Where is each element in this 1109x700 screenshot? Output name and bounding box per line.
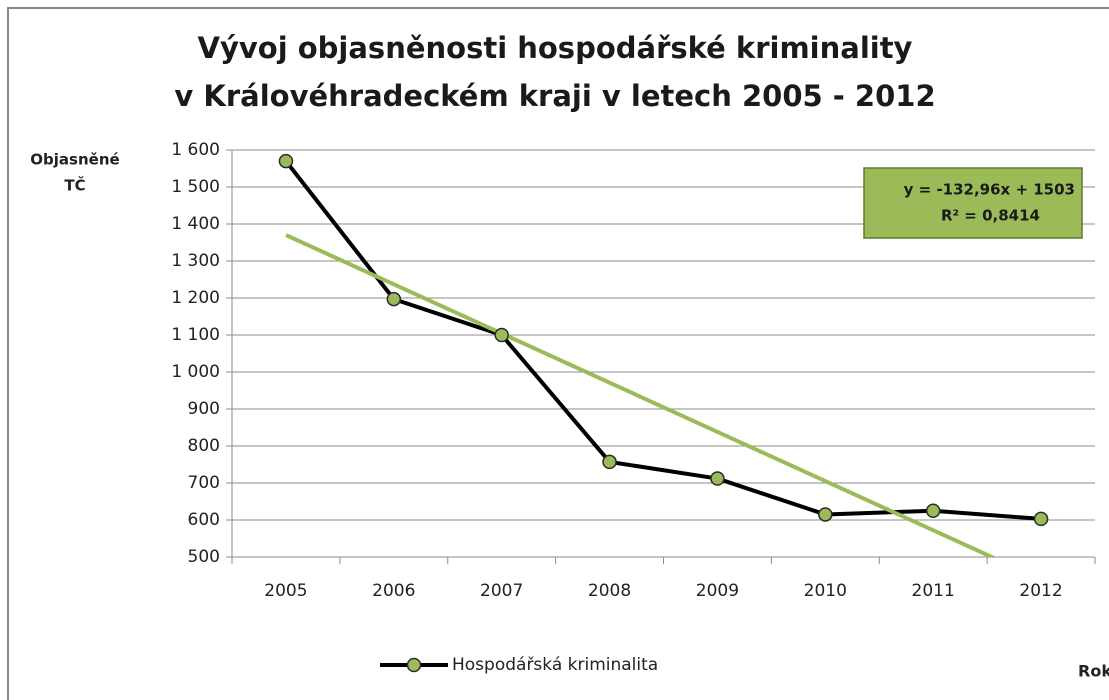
x-tick-label: 2012	[1019, 581, 1062, 601]
y-axis-label: TČ	[64, 176, 85, 195]
x-tick-label: 2010	[804, 581, 847, 601]
y-tick-label: 1 100	[171, 325, 220, 345]
y-tick-label: 1 200	[171, 288, 220, 308]
data-point	[710, 471, 725, 486]
data-point	[925, 503, 941, 518]
data-point	[278, 153, 294, 169]
x-axis-label: Rok	[1078, 662, 1109, 681]
x-tick-label: 2007	[480, 581, 523, 601]
y-tick-label: 500	[188, 547, 220, 567]
trendline-group	[285, 233, 997, 557]
x-tick-label: 2009	[696, 581, 739, 601]
data-point	[1033, 511, 1049, 527]
y-tick-label: 1 400	[171, 214, 220, 234]
annotation: R² = 0,8414	[941, 207, 1040, 225]
x-tick-label: 2008	[588, 581, 631, 601]
y-tick-label: 700	[188, 473, 220, 493]
data-point	[818, 507, 833, 522]
y-tick-label: 1 300	[171, 251, 220, 271]
y-tick-label: 600	[188, 510, 220, 530]
x-tick-label: 2011	[912, 581, 955, 601]
y-tick-label: 1 600	[171, 140, 220, 160]
data-line	[284, 159, 1042, 521]
annotation: y = -132,96x + 1503	[904, 181, 1075, 199]
x-tick-label: 2005	[264, 581, 307, 601]
legend-label: Hospodářská kriminalita	[452, 655, 658, 675]
chart-frame	[7, 7, 1109, 700]
y-tick-label: 900	[188, 399, 220, 419]
chart-title: Vývoj objasněnosti hospodářské kriminali…	[198, 31, 913, 65]
chart-title: v Královéhradeckém kraji v letech 2005 -…	[174, 79, 935, 113]
data-point	[494, 327, 509, 343]
x-tick-label: 2006	[372, 581, 415, 601]
legend-marker	[406, 657, 422, 673]
data-point	[386, 291, 402, 307]
y-tick-label: 1 500	[171, 177, 220, 197]
y-tick-label: 1 000	[171, 362, 220, 382]
annotation-box	[863, 167, 1083, 239]
y-tick-label: 800	[188, 436, 220, 456]
y-axis-label: Objasněné	[30, 151, 119, 169]
data-point	[602, 454, 617, 470]
trendline	[285, 233, 997, 557]
